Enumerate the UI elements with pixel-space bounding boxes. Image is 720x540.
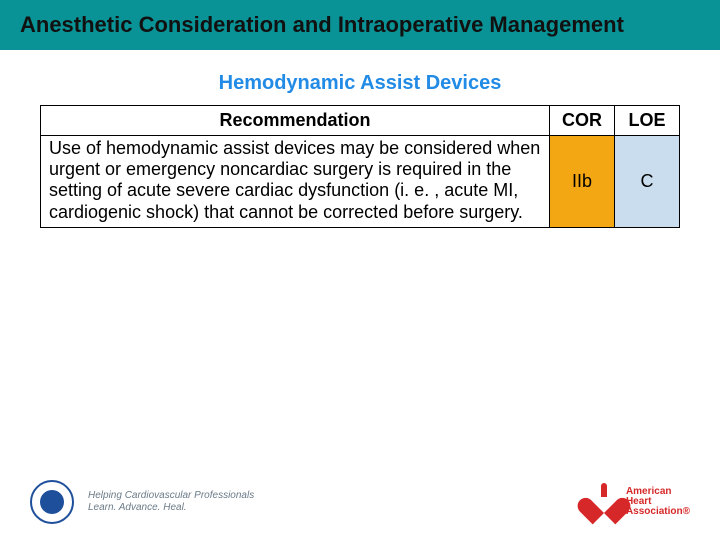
aha-text-block: American Heart Association® (626, 487, 690, 517)
recommendation-table: Recommendation COR LOE Use of hemodynami… (40, 105, 680, 228)
footer-left: Helping Cardiovascular Professionals Lea… (30, 480, 254, 524)
cell-cor: IIb (550, 136, 615, 228)
header-recommendation: Recommendation (41, 106, 550, 136)
cell-loe: C (615, 136, 680, 228)
page-title: Anesthetic Consideration and Intraoperat… (20, 12, 700, 38)
footer-right: American Heart Association® (588, 487, 690, 517)
title-bar: Anesthetic Consideration and Intraoperat… (0, 0, 720, 50)
aha-heart-icon (588, 487, 620, 517)
table-row: Use of hemodynamic assist devices may be… (41, 136, 680, 228)
acc-tagline-line1: Helping Cardiovascular Professionals (88, 490, 254, 502)
cell-recommendation: Use of hemodynamic assist devices may be… (41, 136, 550, 228)
header-cor: COR (550, 106, 615, 136)
subtitle: Hemodynamic Assist Devices (0, 72, 720, 95)
acc-seal-inner-icon (40, 490, 64, 514)
footer: Helping Cardiovascular Professionals Lea… (0, 476, 720, 528)
aha-torch-icon (601, 483, 607, 497)
acc-tagline-line2: Learn. Advance. Heal. (88, 502, 254, 514)
aha-line3: Association® (626, 507, 690, 517)
slide-container: Anesthetic Consideration and Intraoperat… (0, 0, 720, 540)
acc-tagline: Helping Cardiovascular Professionals Lea… (88, 490, 254, 514)
header-loe: LOE (615, 106, 680, 136)
table-header-row: Recommendation COR LOE (41, 106, 680, 136)
acc-seal-icon (30, 480, 74, 524)
